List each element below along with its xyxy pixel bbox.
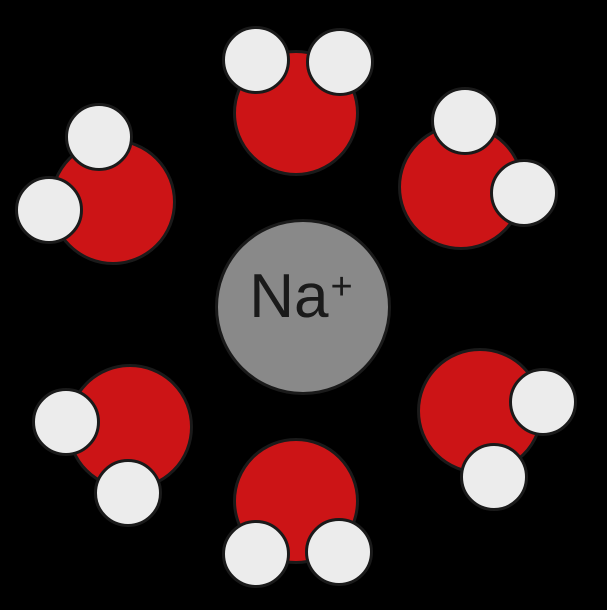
hydrogen-atom-0-1 <box>306 28 374 96</box>
hydrogen-atom-3-1 <box>222 520 290 588</box>
solvation-diagram: Na+ <box>0 0 607 610</box>
hydrogen-atom-1-0 <box>431 87 499 155</box>
hydrogen-atom-1-1 <box>490 159 558 227</box>
ion-label: Na+ <box>231 266 371 336</box>
hydrogen-atom-2-1 <box>460 443 528 511</box>
hydrogen-atom-5-0 <box>15 176 83 244</box>
hydrogen-atom-4-0 <box>94 459 162 527</box>
ion-charge: + <box>331 268 353 306</box>
hydrogen-atom-4-1 <box>32 388 100 456</box>
ion-symbol: Na <box>249 266 328 328</box>
hydrogen-atom-0-0 <box>222 26 290 94</box>
hydrogen-atom-5-1 <box>65 103 133 171</box>
hydrogen-atom-2-0 <box>509 368 577 436</box>
hydrogen-atom-3-0 <box>305 518 373 586</box>
